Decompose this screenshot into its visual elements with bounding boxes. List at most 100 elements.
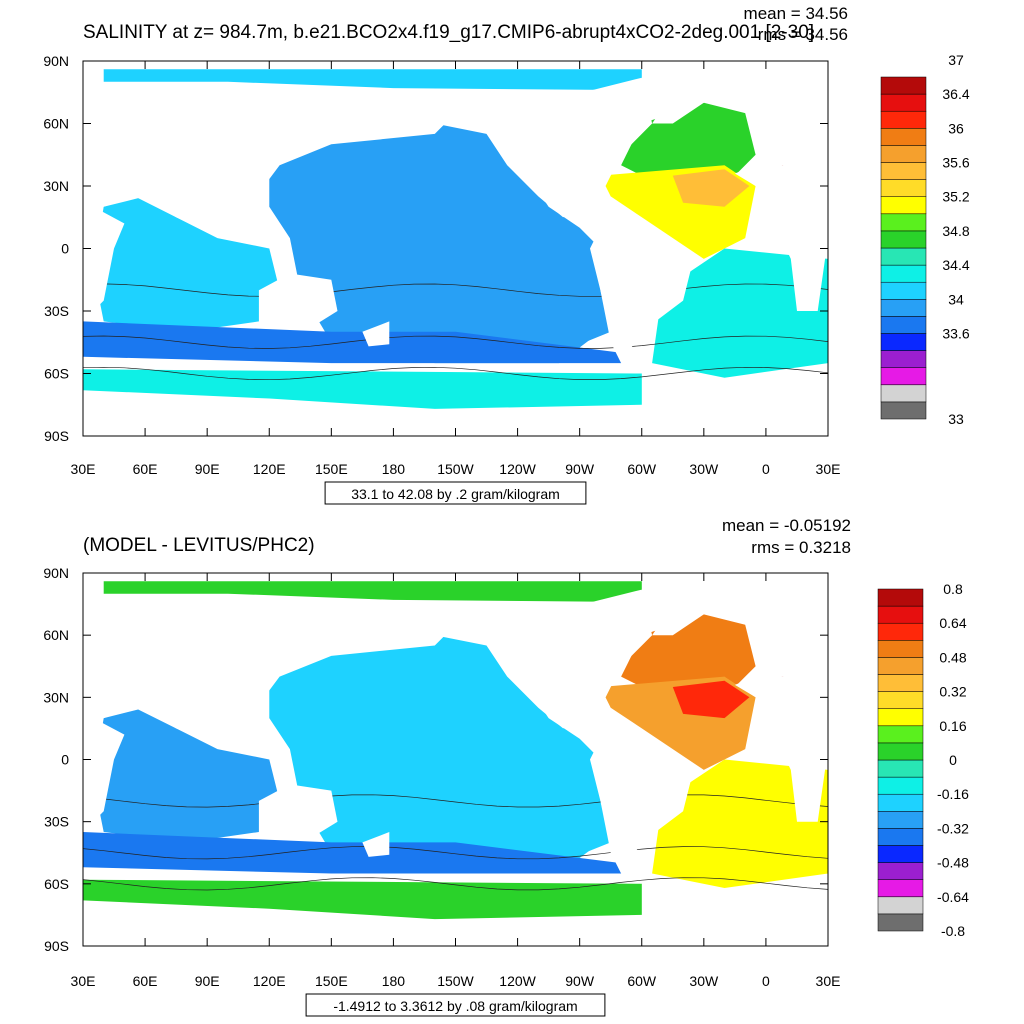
y-tick-label: 90S	[44, 938, 69, 954]
y-tick-label: 0	[61, 241, 69, 257]
mean-value: mean = 34.56	[744, 4, 848, 23]
x-tick-label: 30E	[816, 461, 841, 477]
colorbar-label: -0.48	[937, 855, 969, 871]
x-tick-label: 0	[762, 973, 770, 989]
x-tick-label: 60W	[627, 461, 657, 477]
colorbar-swatch	[877, 759, 924, 778]
land-mass	[590, 227, 694, 364]
colorbar-swatch	[880, 179, 927, 197]
colorbar-swatch	[877, 828, 924, 846]
x-tick-label: 30E	[71, 973, 96, 989]
colorbar-swatch	[880, 110, 927, 129]
map-area	[83, 573, 828, 946]
colorbar-swatch	[880, 384, 927, 403]
y-tick-label: 60N	[43, 627, 69, 643]
salinity-panel: 30E 60E 90E 120E 150E 180 150W 120W 90W 60W 30W 0 30…	[43, 4, 970, 505]
colorbar-label: 0.64	[939, 615, 966, 631]
colorbar-swatch	[877, 862, 924, 880]
y-tick-label: 30N	[43, 689, 69, 705]
land-mass	[652, 589, 725, 636]
y-tick-label: 90N	[43, 53, 69, 69]
colorbar-swatch	[877, 913, 924, 932]
contour-info-label: -1.4912 to 3.3612 by .08 gram/kilogram	[333, 998, 577, 1014]
region-south-pacific	[321, 780, 611, 864]
colorbar-swatch	[880, 316, 927, 334]
colorbar-swatch	[880, 162, 927, 180]
colorbar-swatch	[880, 367, 927, 386]
colorbar-swatch	[877, 742, 924, 761]
land-mass	[424, 589, 653, 729]
colorbar-swatch	[877, 793, 924, 812]
colorbar-swatch	[877, 640, 924, 658]
land-mass	[362, 321, 390, 347]
y-tick-label: 90N	[43, 565, 69, 581]
colorbar-label: 34.4	[942, 257, 969, 273]
contour-line-60s	[83, 366, 828, 381]
colorbar-swatch	[880, 247, 927, 266]
contour-info-box	[324, 481, 587, 505]
region-north-atlantic	[621, 102, 756, 186]
colorbar-swatch	[880, 299, 927, 317]
y-tick-label: 30S	[44, 303, 69, 319]
colorbar-label: 0	[949, 752, 957, 768]
colorbar-label: 35.6	[942, 155, 969, 171]
region-indian-ocean	[93, 196, 280, 332]
y-tick-label: 0	[61, 752, 69, 768]
colorbar-swatch	[880, 264, 927, 283]
panel-title: SALINITY at z= 984.7m, b.e21.BCO2x4.f19_…	[83, 22, 814, 43]
colorbar-swatch	[880, 93, 927, 112]
colorbar-swatch	[877, 845, 924, 863]
region-southern-ocean	[83, 369, 642, 409]
region-atlantic-core	[672, 169, 750, 207]
land-mass	[734, 676, 828, 822]
colorbar-swatch	[880, 128, 927, 146]
map-area	[83, 61, 828, 436]
colorbar-label: 36	[948, 120, 964, 136]
colorbar-swatch	[877, 588, 924, 607]
colorbar-swatch	[880, 281, 927, 300]
x-tick-label: 90W	[565, 461, 595, 477]
x-tick-label: 120E	[253, 461, 286, 477]
contour-line-45s	[83, 846, 828, 860]
colorbar-swatch	[877, 691, 924, 709]
y-tick-label: 30S	[44, 814, 69, 830]
colorbar-label: 0.48	[939, 649, 966, 665]
colorbar-swatch	[880, 230, 927, 249]
region-acc-band	[83, 832, 622, 874]
x-tick-label: 30W	[689, 973, 719, 989]
land-mass	[362, 832, 390, 857]
x-tick-label: 90E	[195, 973, 220, 989]
colorbar-label: 33	[948, 411, 964, 427]
difference-panel: 30E 60E 90E 120E 150E 180 150W 120W 90W 60W 30W 0 30…	[43, 516, 969, 1017]
colorbar-swatch	[877, 776, 924, 795]
region-indian-ocean	[93, 707, 280, 843]
colorbar-swatch	[877, 657, 924, 675]
x-tick-label: 120W	[499, 973, 536, 989]
colorbar-label: 34	[948, 291, 964, 307]
colorbar-swatch	[877, 725, 924, 744]
x-tick-label: 150E	[315, 461, 348, 477]
x-tick-label: 30E	[816, 973, 841, 989]
colorbar-swatch	[880, 333, 927, 351]
region-south-atlantic	[652, 759, 828, 888]
colorbar-label: 36.4	[942, 86, 969, 102]
colorbar-swatch	[877, 605, 924, 624]
x-tick-label: 150W	[437, 973, 474, 989]
region-acc-band	[83, 321, 622, 364]
colorbar-label: -0.16	[937, 786, 969, 802]
contour-line-60s	[83, 877, 828, 891]
x-tick-label: 0	[762, 461, 770, 477]
rms-value: rms = 34.56	[758, 25, 848, 44]
colorbar-label: 37	[948, 52, 964, 68]
y-tick-label: 90S	[44, 428, 69, 444]
x-tick-label: 180	[382, 973, 406, 989]
y-tick-label: 60S	[44, 366, 69, 382]
contour-info-label: 33.1 to 42.08 by .2 gram/kilogram	[351, 486, 560, 502]
colorbar-swatch	[880, 145, 927, 163]
region-south-atlantic	[652, 248, 828, 378]
land-mass	[424, 77, 653, 218]
colorbar-label: 0.32	[939, 684, 966, 700]
land-mass	[83, 98, 456, 239]
x-tick-label: 90E	[195, 461, 220, 477]
contour-line-20s	[83, 794, 828, 808]
